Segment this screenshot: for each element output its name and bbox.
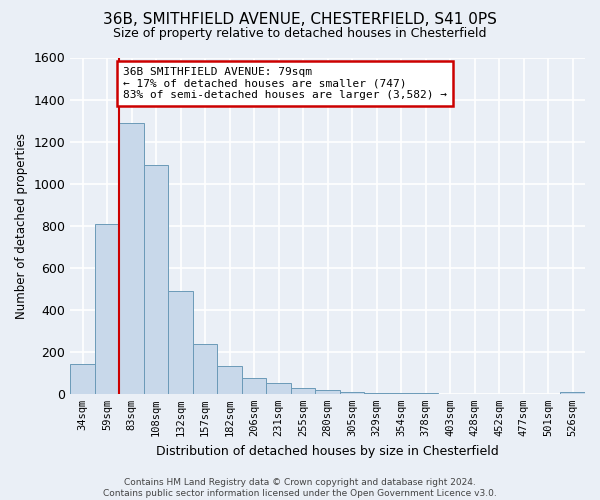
Bar [266,384,291,394]
Bar [389,393,413,394]
Bar [560,392,585,394]
X-axis label: Distribution of detached houses by size in Chesterfield: Distribution of detached houses by size … [156,444,499,458]
Y-axis label: Number of detached properties: Number of detached properties [15,132,28,318]
Bar [193,344,217,394]
Bar [291,388,316,394]
Bar [217,366,242,394]
Bar [144,164,169,394]
Text: 36B, SMITHFIELD AVENUE, CHESTERFIELD, S41 0PS: 36B, SMITHFIELD AVENUE, CHESTERFIELD, S4… [103,12,497,28]
Text: 36B SMITHFIELD AVENUE: 79sqm
← 17% of detached houses are smaller (747)
83% of s: 36B SMITHFIELD AVENUE: 79sqm ← 17% of de… [123,67,447,100]
Bar [364,393,389,394]
Bar [95,224,119,394]
Bar [70,364,95,394]
Bar [340,392,364,394]
Bar [242,378,266,394]
Bar [316,390,340,394]
Bar [169,291,193,394]
Text: Size of property relative to detached houses in Chesterfield: Size of property relative to detached ho… [113,28,487,40]
Text: Contains HM Land Registry data © Crown copyright and database right 2024.
Contai: Contains HM Land Registry data © Crown c… [103,478,497,498]
Bar [119,122,144,394]
